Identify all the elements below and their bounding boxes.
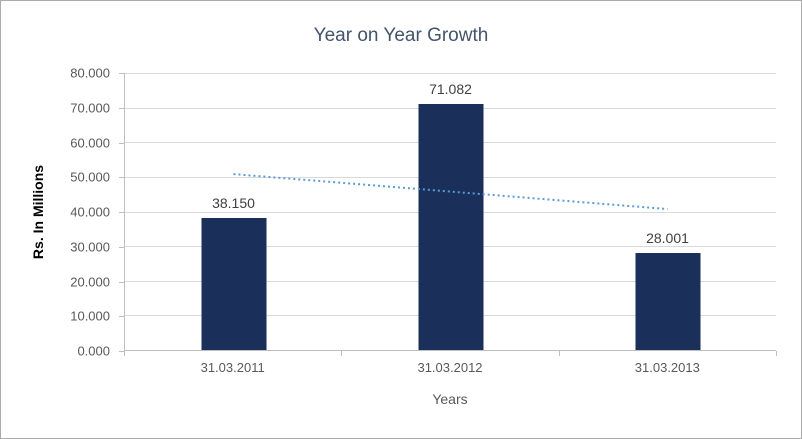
- y-tick-mark: [119, 73, 124, 74]
- x-tick-label: 31.03.2013: [634, 360, 700, 375]
- y-tick-mark: [119, 281, 124, 283]
- y-tick-mark: [119, 107, 124, 109]
- bar: [418, 103, 483, 350]
- bar-data-label: 38.150: [212, 194, 255, 211]
- y-tick-label: 20.000: [70, 274, 110, 289]
- bar: [201, 217, 266, 350]
- bar: [635, 253, 700, 350]
- y-tick-label: 60.000: [70, 135, 110, 150]
- y-tick-mark: [119, 142, 124, 144]
- y-tick-mark: [119, 351, 124, 352]
- chart-title: Year on Year Growth: [313, 25, 489, 46]
- x-tick-mark: [558, 351, 560, 356]
- x-tick-mark: [776, 351, 777, 356]
- y-tick-label: 30.000: [70, 239, 110, 255]
- bar-data-label: 28.001: [646, 230, 689, 247]
- gridline: [125, 73, 776, 74]
- bar-data-label: 71.082: [429, 80, 472, 97]
- y-axis: 0.000 10.000 20.000 30.000 40.000 50.000 60.00…: [1, 66, 124, 359]
- y-tick-label: 50.000: [70, 169, 110, 185]
- y-tick-label: 40.000: [70, 204, 110, 220]
- y-tick-mark: [119, 212, 124, 213]
- x-tick-label: 31.03.2012: [417, 360, 483, 375]
- x-tick-label: 31.03.2011: [200, 360, 265, 375]
- y-tick-label: 80.000: [70, 65, 110, 81]
- plot-area: 38.150 71.082 28.001: [124, 73, 776, 351]
- trendline: [233, 173, 668, 211]
- x-axis-title: Years: [432, 391, 468, 407]
- x-axis: 31.03.2011 31.03.2012 31.03.2013: [124, 351, 777, 391]
- y-tick-mark: [119, 177, 124, 179]
- trendline-layer: [233, 173, 668, 211]
- y-tick-mark: [119, 316, 124, 318]
- bar-series: 38.150 71.082 28.001: [125, 73, 776, 350]
- y-tick-mark: [119, 246, 124, 248]
- x-tick-mark: [124, 351, 125, 356]
- y-tick-label: 10.000: [70, 308, 110, 324]
- y-tick-label: 0.000: [77, 343, 110, 359]
- x-tick-mark: [341, 351, 343, 356]
- y-tick-label: 70.000: [70, 100, 110, 116]
